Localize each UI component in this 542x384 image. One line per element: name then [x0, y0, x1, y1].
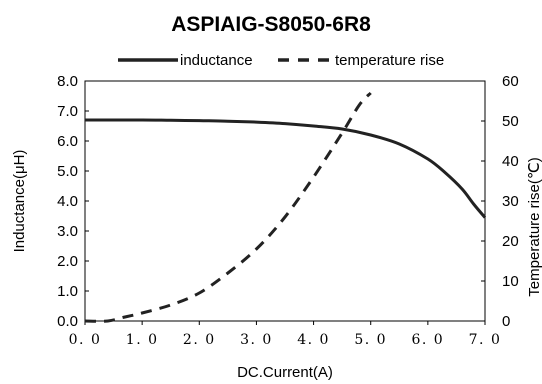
right-axis-ticks: 0 10 20 30 40 50 60 — [481, 73, 519, 330]
y2-tick-label: 50 — [502, 113, 519, 130]
legend-label-temperature-rise: temperature rise — [335, 52, 444, 69]
y-tick-label: 8.0 — [57, 73, 78, 90]
series-layer — [84, 91, 487, 323]
y-tick-label: 6.0 — [57, 133, 78, 150]
chart-title: ASPIAIG-S8050-6R8 — [171, 13, 371, 36]
x-tick-label: 6. 0 — [411, 332, 444, 348]
y-tick-label: 4.0 — [57, 193, 78, 210]
legend-label-inductance: inductance — [180, 52, 253, 69]
series-line-inductance — [85, 118, 487, 219]
y-axis-label: Inductance(μH) — [11, 150, 28, 253]
y-tick-label: 5.0 — [57, 163, 78, 180]
y2-tick-label: 20 — [502, 233, 519, 250]
y-tick-label: 2.0 — [57, 253, 78, 270]
y2-tick-label: 0 — [502, 313, 510, 330]
x-tick-label: 5. 0 — [354, 332, 387, 348]
y2-tick-label: 40 — [502, 153, 519, 170]
y2-tick-label: 10 — [502, 273, 519, 290]
y-tick-label: 1.0 — [57, 283, 78, 300]
y-tick-label: 0.0 — [57, 313, 78, 330]
y2-tick-label: 30 — [502, 193, 519, 210]
left-axis-ticks: 0.0 1.0 2.0 3.0 4.0 5.0 6.0 7.0 8.0 — [57, 73, 89, 330]
x-tick-label: 0. 0 — [69, 332, 102, 348]
y-tick-label: 7.0 — [57, 103, 78, 120]
x-tick-label: 4. 0 — [297, 332, 330, 348]
x-axis-label: DC.Current(A) — [237, 364, 333, 381]
y2-axis-label: Temperature rise(℃) — [526, 157, 542, 296]
legend: inductance temperature rise — [118, 52, 444, 69]
x-tick-label: 2. 0 — [183, 332, 216, 348]
x-tick-label: 3. 0 — [240, 332, 273, 348]
x-tick-label: 1. 0 — [126, 332, 159, 348]
x-axis-ticks: 0. 0 1. 0 2. 0 3. 0 4. 0 5. 0 6. 0 7. 0 — [69, 321, 502, 348]
series-line-temperature-rise — [84, 91, 372, 323]
y2-tick-label: 60 — [502, 73, 519, 90]
y-tick-label: 3.0 — [57, 223, 78, 240]
plot-area — [84, 80, 486, 322]
x-tick-label: 7. 0 — [469, 332, 502, 348]
